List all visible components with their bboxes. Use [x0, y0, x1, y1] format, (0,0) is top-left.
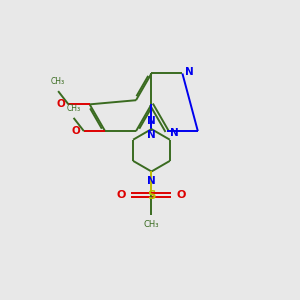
Text: O: O: [72, 126, 80, 136]
Text: N: N: [170, 128, 178, 138]
Text: N: N: [185, 67, 194, 77]
Text: CH₃: CH₃: [67, 103, 81, 112]
Text: N: N: [147, 176, 156, 186]
Text: S: S: [147, 188, 156, 202]
Text: CH₃: CH₃: [144, 220, 159, 229]
Text: N: N: [147, 116, 156, 126]
Text: CH₃: CH₃: [51, 77, 65, 86]
Text: O: O: [56, 99, 65, 110]
Text: O: O: [177, 190, 186, 200]
Text: N: N: [147, 130, 156, 140]
Text: O: O: [117, 190, 126, 200]
